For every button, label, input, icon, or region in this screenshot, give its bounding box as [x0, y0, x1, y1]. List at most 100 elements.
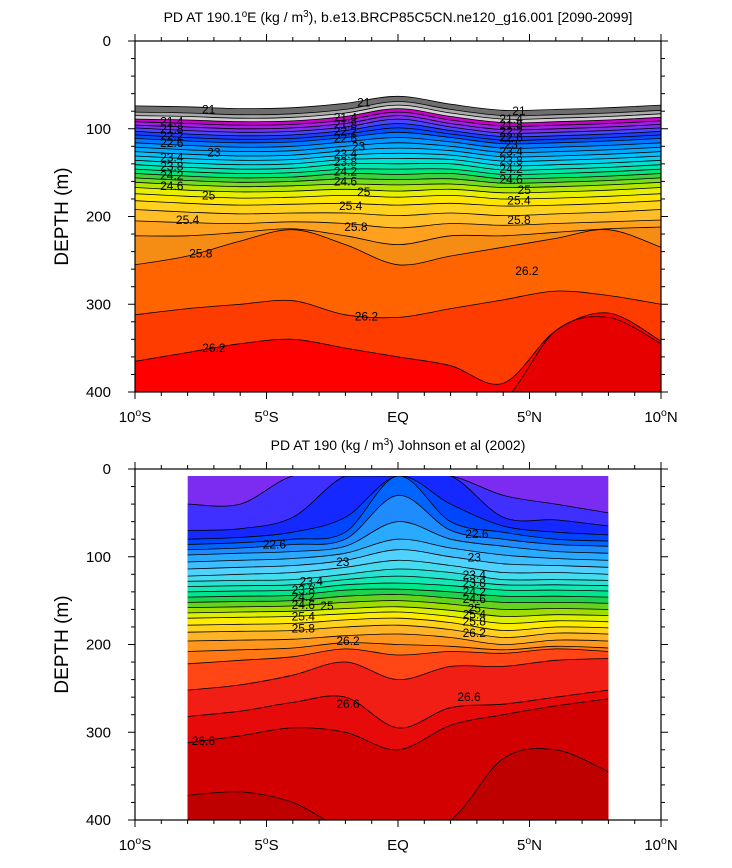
contour-line-25-8 — [135, 226, 661, 246]
contour-line-21-6 — [135, 111, 661, 127]
contour-label: 22.2 — [160, 129, 184, 143]
x-tick-label: 10oS — [119, 407, 152, 426]
contour-line-22 — [187, 476, 609, 531]
contour-label: 22.6 — [160, 136, 184, 150]
contour-label: 23.4 — [499, 145, 523, 159]
contour-label: 21 — [202, 102, 216, 116]
contour-label: 23.8 — [499, 153, 523, 167]
contour-label: 24.6 — [463, 592, 487, 606]
contour-line-22-2 — [187, 476, 609, 540]
contour-band-26-8 — [187, 748, 609, 820]
contour-line-25 — [135, 193, 661, 200]
contour-line-24-2 — [187, 588, 609, 598]
x-axis: 10oS 5oS EQ 5oN 10oN — [119, 462, 678, 854]
contour-line-21 — [135, 101, 661, 117]
contour-line-22-2 — [135, 123, 661, 138]
contour-line-22-4 — [187, 476, 609, 545]
contour-label: 22.2 — [499, 124, 523, 138]
contour-label: 25 — [202, 188, 216, 202]
contour-line-25-2 — [135, 200, 661, 207]
y-tick-label: 0 — [103, 33, 111, 50]
contour-label: 24.6 — [334, 174, 358, 188]
contour-line-23-8 — [135, 162, 661, 171]
contour-line-21-8 — [187, 476, 609, 514]
contour-band-26-6 — [511, 316, 661, 392]
contour-line-23-4 — [135, 152, 661, 162]
contour-label: 23 — [336, 555, 350, 569]
contour-label: 24.2 — [463, 585, 487, 599]
contour-label: 21.4 — [499, 112, 523, 126]
contour-label: 23.8 — [160, 159, 184, 173]
contour-label: 24.2 — [334, 165, 358, 179]
contour-label: 22.6 — [263, 537, 287, 551]
contour-line-25-4 — [135, 209, 661, 217]
contour-fills — [187, 476, 609, 820]
contour-label: 25 — [468, 602, 482, 616]
contour-label: 25.8 — [463, 615, 487, 629]
contour-label: 24.6 — [499, 173, 523, 187]
contour-line-23-6 — [187, 568, 609, 582]
y-tick-label: 300 — [86, 296, 111, 313]
x-tick-label: 10oN — [644, 407, 677, 426]
y-tick-label: 200 — [86, 209, 111, 226]
contour-label: 21.8 — [160, 122, 184, 136]
contour-line-25-6 — [187, 633, 609, 645]
contour-label: 23.4 — [160, 151, 184, 165]
contour-line-26 — [135, 229, 661, 266]
y-tick-label: 0 — [103, 461, 111, 478]
contour-line-23-4 — [187, 559, 609, 577]
contour-label: 25 — [320, 599, 334, 613]
contour-label: 23.4 — [463, 568, 487, 582]
contour-label: 26.2 — [202, 341, 226, 355]
contour-label: 24.6 — [160, 179, 184, 193]
contour-fills — [135, 95, 661, 392]
contour-label: 26.2 — [355, 310, 379, 324]
contour-line-24-8 — [187, 606, 609, 617]
contour-line-22-8 — [135, 137, 661, 149]
contour-label: 26.2 — [463, 626, 487, 640]
contour-label: 25.8 — [292, 622, 316, 636]
contour-label: 23 — [468, 551, 482, 565]
contour-label: 22.6 — [499, 131, 523, 145]
contour-label: 23.4 — [334, 147, 358, 161]
y-axis-label: DEPTH (m) — [52, 167, 73, 265]
y-tick-label: 300 — [86, 724, 111, 741]
contour-line-24-6 — [135, 181, 661, 189]
contour-label: 22.2 — [334, 124, 358, 138]
contour-line-25-2 — [187, 617, 609, 631]
contour-line-22-8 — [187, 521, 609, 556]
contour-line-24 — [135, 168, 661, 176]
contour-label: 23 — [207, 145, 221, 159]
contour-label: 24.2 — [292, 590, 316, 604]
contour-label: 21.8 — [334, 117, 358, 131]
contour-label: 23.4 — [300, 574, 324, 588]
chart-title: PD AT 190.1oE (kg / m3), b.e13.BRCP85C5C… — [164, 9, 633, 26]
contour-label: 26.2 — [515, 264, 539, 278]
contour-label: 21 — [357, 95, 371, 109]
contour-line-24 — [187, 582, 609, 593]
contour-label: 25 — [357, 185, 371, 199]
contour-line-25-8 — [187, 642, 609, 652]
contour-line-26-6 — [511, 316, 661, 392]
contour-line-26-6 — [187, 698, 609, 751]
y-tick-label: 100 — [86, 121, 111, 138]
y-axis: 0 100 200 300 400 — [86, 33, 668, 401]
contour-label: 22.6 — [465, 527, 489, 541]
contour-line-24-4 — [135, 177, 661, 184]
y-axis: 0 100 200 300 400 — [86, 461, 668, 829]
contour-line-22-6 — [187, 494, 609, 551]
contour-line-23 — [135, 142, 661, 154]
contour-line-26-2 — [187, 658, 609, 691]
chart-title: PD AT 190 (kg / m3) Johnson et al (2002) — [271, 437, 526, 454]
contour-label: 21.8 — [499, 118, 523, 132]
contour-line-26-2 — [135, 290, 661, 319]
contour-line-26 — [187, 648, 609, 665]
contour-line-25 — [187, 611, 609, 624]
contour-line-24-8 — [135, 187, 661, 194]
contour-label: 25.4 — [507, 194, 531, 208]
contour-label: 23.8 — [292, 583, 316, 597]
contour-line-26-8 — [187, 748, 609, 820]
contour-label: 25.8 — [344, 220, 368, 234]
contour-line-20-8 — [135, 95, 661, 112]
